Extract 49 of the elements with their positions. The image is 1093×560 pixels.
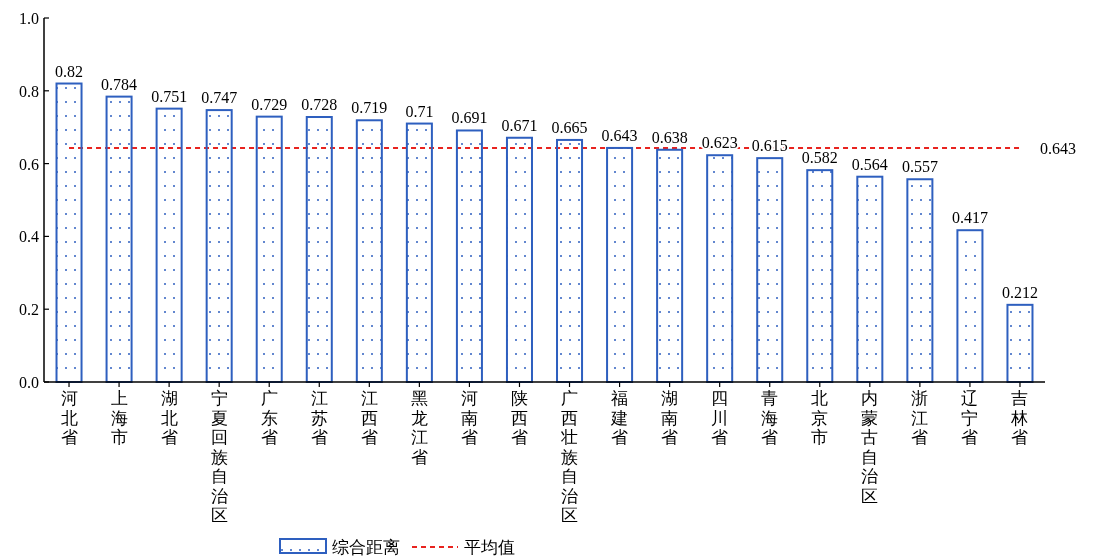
data-label: 0.212 — [1001, 283, 1038, 301]
data-label: 0.557 — [901, 158, 938, 176]
data-label: 0.638 — [651, 128, 688, 146]
legend-label: 综合距离 — [332, 538, 400, 557]
x-tick-label: 江苏省 — [310, 389, 328, 447]
data-label: 0.784 — [101, 75, 138, 93]
x-tick-label: 河南省 — [460, 389, 478, 447]
data-label: 0.643 — [601, 126, 638, 144]
data-label: 0.623 — [701, 134, 738, 152]
x-tick-label: 陕西省 — [510, 389, 528, 447]
x-tick-label: 宁夏回族自治区 — [210, 389, 228, 525]
y-tick-label: 0.4 — [19, 228, 39, 246]
data-label: 0.615 — [751, 137, 788, 155]
data-label: 0.691 — [451, 109, 488, 127]
x-tick-label: 广东省 — [260, 389, 278, 447]
x-tick-label: 广西壮族自治区 — [560, 389, 579, 525]
data-label: 0.728 — [301, 96, 338, 114]
data-label: 0.82 — [55, 62, 84, 80]
data-label: 0.582 — [801, 149, 838, 167]
data-label: 0.747 — [201, 89, 238, 107]
x-tick-label: 福建省 — [610, 389, 629, 447]
data-label: 0.729 — [251, 95, 288, 113]
x-tick-label: 黑龙江省 — [410, 389, 428, 467]
data-label: 0.751 — [151, 87, 188, 105]
data-label: 0.671 — [501, 116, 538, 134]
y-tick-label: 0.0 — [19, 374, 39, 391]
data-label: 0.719 — [351, 99, 388, 117]
data-label: 0.564 — [851, 155, 888, 173]
data-label: 0.417 — [951, 209, 988, 227]
x-tick-label: 上海市 — [110, 389, 128, 447]
x-tick-label: 北京市 — [811, 389, 829, 447]
y-tick-label: 0.8 — [19, 82, 39, 100]
x-tick-label: 辽宁省 — [961, 389, 979, 447]
y-tick-label: 1.0 — [19, 10, 39, 27]
x-tick-label: 内蒙古自治区 — [861, 389, 879, 506]
x-tick-label: 江西省 — [360, 389, 378, 447]
x-tick-label: 湖南省 — [661, 389, 679, 447]
data-label: 0.71 — [405, 102, 434, 120]
x-tick-label: 吉林省 — [1010, 389, 1029, 447]
data-label: 0.665 — [551, 118, 588, 136]
data-label: 0.643 — [1039, 139, 1076, 157]
x-tick-label: 青海省 — [761, 389, 779, 447]
y-tick-label: 0.2 — [19, 301, 39, 319]
legend-label: 平均值 — [464, 538, 515, 557]
x-tick-label: 河北省 — [60, 389, 78, 447]
x-tick-label: 湖北省 — [160, 389, 178, 447]
x-tick-label: 四川省 — [711, 389, 729, 447]
x-tick-label: 浙江省 — [911, 389, 929, 447]
y-tick-label: 0.6 — [19, 155, 39, 173]
